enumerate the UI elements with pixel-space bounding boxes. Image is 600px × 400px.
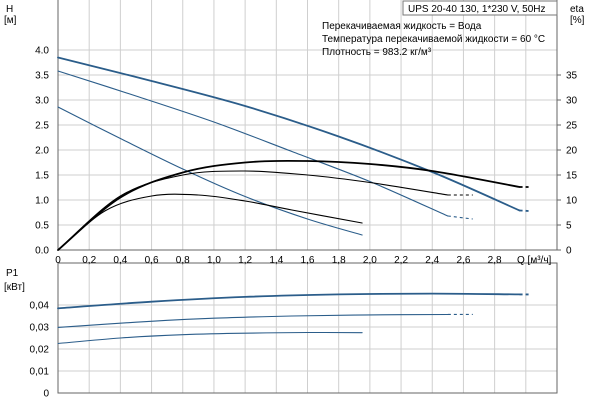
bottom-plot-frame: [57, 262, 558, 394]
bottom-plot-grid: [57, 262, 558, 394]
y-left-tick-label: 3.0: [35, 96, 49, 107]
top-plot-series: [57, 56, 529, 251]
top-plot-grid: [57, 0, 561, 251]
y-left-tick-label: 3.5: [35, 71, 49, 82]
y-left-unit-top: [м]: [4, 15, 17, 26]
series-line-3: [57, 331, 363, 345]
y-right-unit: [%]: [570, 15, 585, 26]
y-right-tick-label: 30: [566, 96, 578, 107]
bottom-plot-series: [57, 292, 529, 345]
y-left-tick-label: 0: [43, 389, 49, 400]
y-left-tick-label: 0,04: [30, 301, 50, 312]
y-right-tick-label: 25: [566, 121, 578, 132]
y-right-label: eta: [570, 4, 584, 15]
y-right-tick-label: 5: [566, 221, 572, 232]
x-tick-label: 1,2: [238, 255, 252, 266]
y-left-unit-bottom: [кВт]: [4, 282, 25, 293]
series-line-2: [57, 70, 449, 217]
x-tick-label: 2,4: [425, 255, 439, 266]
annotation-density: Плотность = 983.2 кг/м³: [322, 47, 432, 58]
x-tick-label: 0,2: [82, 255, 96, 266]
series-line-4: [57, 159, 521, 251]
y-left-tick-label: 2.5: [35, 121, 49, 132]
x-tick-label: 0,8: [176, 255, 190, 266]
series-line-6: [57, 193, 363, 251]
series-line-1: [57, 56, 521, 212]
y-left-tick-label: 1.5: [35, 171, 49, 182]
annotation-temperature: Температура перекачиваемой жидкости = 60…: [322, 34, 545, 45]
x-tick-label: 0: [55, 255, 61, 266]
y-left-tick-label: 0,02: [30, 345, 50, 356]
x-tick-label: 1,6: [301, 255, 315, 266]
y-left-tick-label: 0,01: [30, 367, 50, 378]
x-tick-label: 2,6: [456, 255, 470, 266]
y-right-tick-label: 0: [566, 246, 572, 257]
axis-tick-labels: 0.0 0.5 1.0 1.5 2.0 2.5 3.0 3.5 4.0 0 5 10 15 20 25 30 3…: [30, 46, 578, 400]
y-right-tick-label: 15: [566, 171, 578, 182]
x-tick-label: 2,2: [394, 255, 408, 266]
y-left-tick-label: 0.0: [35, 246, 49, 257]
series-extension-2: [447, 215, 473, 220]
x-tick-label: 2,8: [488, 255, 502, 266]
series-line-5: [57, 170, 449, 251]
y-left-tick-label: 0,03: [30, 323, 50, 334]
y-right-tick-label: 10: [566, 196, 578, 207]
x-tick-label: 0,6: [145, 255, 159, 266]
title-box: [402, 0, 558, 16]
y-left-tick-label: 0.5: [35, 221, 49, 232]
y-left-label-bottom: P1: [6, 268, 19, 279]
x-tick-label: 2,0: [363, 255, 377, 266]
series-line-1: [57, 292, 521, 310]
y-left-tick-label: 2.0: [35, 146, 49, 157]
series-line-2: [57, 313, 449, 328]
chart-title: UPS 20-40 130, 1*230 V, 50Hz: [408, 4, 546, 15]
y-left-label-top: H: [6, 4, 13, 15]
y-left-tick-label: 4.0: [35, 46, 49, 57]
x-tick-label: 1,4: [269, 255, 283, 266]
x-tick-label: 1,8: [332, 255, 346, 266]
y-right-tick-label: 35: [566, 71, 578, 82]
series-line-3: [57, 106, 363, 236]
x-tick-label: 1,0: [207, 255, 221, 266]
y-left-tick-label: 1.0: [35, 196, 49, 207]
series-extension-1: [519, 209, 529, 212]
y-right-tick-label: 20: [566, 146, 578, 157]
annotation-fluid: Перекачиваемая жидкость = Вода: [322, 21, 482, 32]
x-tick-label: 0,4: [113, 255, 127, 266]
x-axis-label: Q [м³/ч]: [517, 255, 552, 266]
